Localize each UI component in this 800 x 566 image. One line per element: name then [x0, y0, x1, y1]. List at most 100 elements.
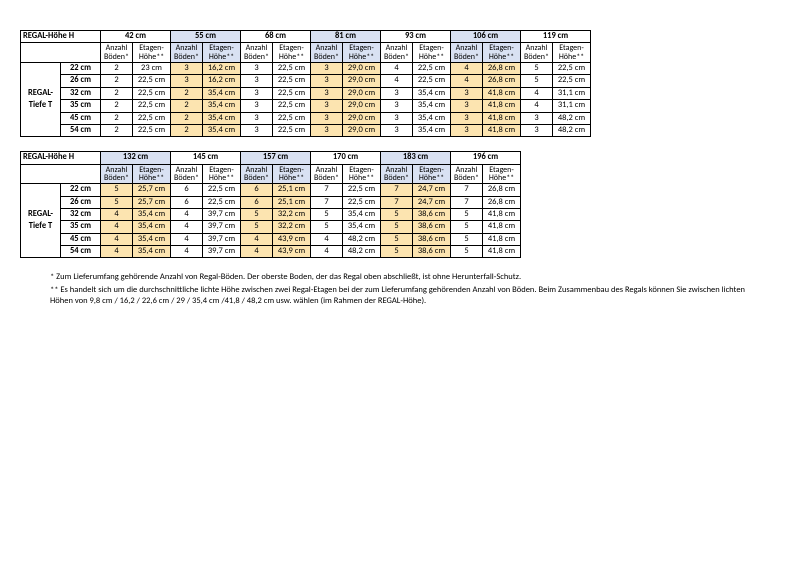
cell-etg: 24,7 cm — [413, 196, 451, 208]
cell-etg: 22,5 cm — [413, 75, 451, 87]
cell-anz: 5 — [451, 209, 483, 221]
cell-anz: 3 — [451, 87, 483, 99]
cell-etg: 29,0 cm — [343, 63, 381, 75]
regal-tiefe-label-1: REGAL- — [21, 209, 61, 221]
sub-etg: Etagen-Höhe** — [413, 43, 451, 63]
cell-anz: 3 — [241, 75, 273, 87]
cell-anz: 4 — [521, 100, 553, 112]
cell-anz: 5 — [451, 221, 483, 233]
cell-anz: 4 — [101, 209, 133, 221]
cell-etg: 22,5 cm — [343, 196, 381, 208]
cell-anz: 5 — [381, 246, 413, 258]
cell-anz: 4 — [311, 246, 343, 258]
cell-etg: 22,5 cm — [133, 100, 171, 112]
cell-etg: 32,2 cm — [273, 209, 311, 221]
cell-anz: 3 — [241, 112, 273, 124]
depth-cell: 35 cm — [61, 221, 101, 233]
depth-cell: 35 cm — [61, 100, 101, 112]
sub-anz: AnzahlBöden* — [171, 164, 203, 184]
depth-cell: 54 cm — [61, 124, 101, 136]
cell-etg: 41,8 cm — [483, 233, 521, 245]
cell-etg: 26,8 cm — [483, 63, 521, 75]
cell-anz: 2 — [171, 112, 203, 124]
sub-etg: Etagen-Höhe** — [483, 43, 521, 63]
height-header: 106 cm — [451, 31, 521, 43]
cell-etg: 25,1 cm — [273, 196, 311, 208]
cell-anz: 4 — [171, 246, 203, 258]
cell-etg: 22,5 cm — [343, 184, 381, 196]
depth-cell: 32 cm — [61, 209, 101, 221]
cell-anz: 3 — [521, 124, 553, 136]
cell-anz: 4 — [381, 75, 413, 87]
cell-etg: 23 cm — [133, 63, 171, 75]
cell-anz: 4 — [381, 63, 413, 75]
cell-etg: 16,2 cm — [203, 75, 241, 87]
sub-etg: Etagen-Höhe** — [553, 43, 591, 63]
depth-cell: 45 cm — [61, 112, 101, 124]
cell-etg: 35,4 cm — [413, 100, 451, 112]
regal-tiefe-label-2: Tiefe T — [21, 100, 61, 112]
cell-anz: 2 — [171, 87, 203, 99]
cell-anz: 4 — [451, 75, 483, 87]
cell-anz: 3 — [311, 100, 343, 112]
height-header: 42 cm — [101, 31, 171, 43]
depth-cell: 45 cm — [61, 233, 101, 245]
sub-anz: AnzahlBöden* — [451, 43, 483, 63]
cell-anz: 3 — [381, 100, 413, 112]
regal-hoehe-label: REGAL-Höhe H — [21, 31, 101, 43]
cell-etg: 41,8 cm — [483, 209, 521, 221]
cell-etg: 31,1 cm — [553, 87, 591, 99]
cell-etg: 48,2 cm — [553, 124, 591, 136]
cell-anz: 5 — [101, 184, 133, 196]
cell-etg: 22,5 cm — [413, 63, 451, 75]
cell-etg: 25,1 cm — [273, 184, 311, 196]
cell-etg: 48,2 cm — [343, 246, 381, 258]
regal-hoehe-label: REGAL-Höhe H — [21, 152, 101, 164]
cell-etg: 48,2 cm — [553, 112, 591, 124]
cell-etg: 41,8 cm — [483, 246, 521, 258]
cell-anz: 7 — [311, 196, 343, 208]
footnotes: * Zum Lieferumfang gehörende Anzahl von … — [50, 272, 750, 306]
sub-etg: Etagen-Höhe** — [483, 164, 521, 184]
cell-anz: 7 — [311, 184, 343, 196]
sub-etg: Etagen-Höhe** — [133, 164, 171, 184]
cell-anz: 3 — [381, 112, 413, 124]
height-header: 55 cm — [171, 31, 241, 43]
cell-etg: 22,5 cm — [553, 63, 591, 75]
table-2: REGAL-Höhe H132 cm145 cm157 cm170 cm183 … — [20, 151, 521, 258]
cell-etg: 35,4 cm — [203, 87, 241, 99]
height-header: 183 cm — [381, 152, 451, 164]
cell-etg: 35,4 cm — [413, 124, 451, 136]
cell-etg: 35,4 cm — [203, 124, 241, 136]
sub-etg: Etagen-Höhe** — [203, 164, 241, 184]
cell-etg: 39,7 cm — [203, 233, 241, 245]
cell-etg: 22,5 cm — [203, 184, 241, 196]
cell-etg: 26,8 cm — [483, 75, 521, 87]
cell-etg: 35,4 cm — [343, 209, 381, 221]
height-header: 170 cm — [311, 152, 381, 164]
cell-etg: 43,9 cm — [273, 233, 311, 245]
cell-etg: 35,4 cm — [203, 112, 241, 124]
cell-etg: 41,8 cm — [483, 124, 521, 136]
cell-anz: 5 — [311, 209, 343, 221]
cell-anz: 5 — [101, 196, 133, 208]
cell-anz: 5 — [451, 246, 483, 258]
sub-etg: Etagen-Höhe** — [343, 43, 381, 63]
cell-etg: 41,8 cm — [483, 221, 521, 233]
cell-anz: 4 — [171, 221, 203, 233]
cell-anz: 3 — [451, 124, 483, 136]
cell-anz: 5 — [451, 233, 483, 245]
cell-anz: 4 — [311, 233, 343, 245]
cell-etg: 22,5 cm — [273, 112, 311, 124]
cell-anz: 6 — [241, 196, 273, 208]
height-header: 81 cm — [311, 31, 381, 43]
cell-etg: 29,0 cm — [343, 112, 381, 124]
cell-etg: 35,4 cm — [133, 209, 171, 221]
cell-anz: 5 — [521, 75, 553, 87]
cell-anz: 3 — [311, 75, 343, 87]
sub-etg: Etagen-Höhe** — [203, 43, 241, 63]
cell-anz: 5 — [381, 233, 413, 245]
cell-anz: 5 — [241, 209, 273, 221]
cell-anz: 5 — [311, 221, 343, 233]
sub-anz: AnzahlBöden* — [311, 164, 343, 184]
